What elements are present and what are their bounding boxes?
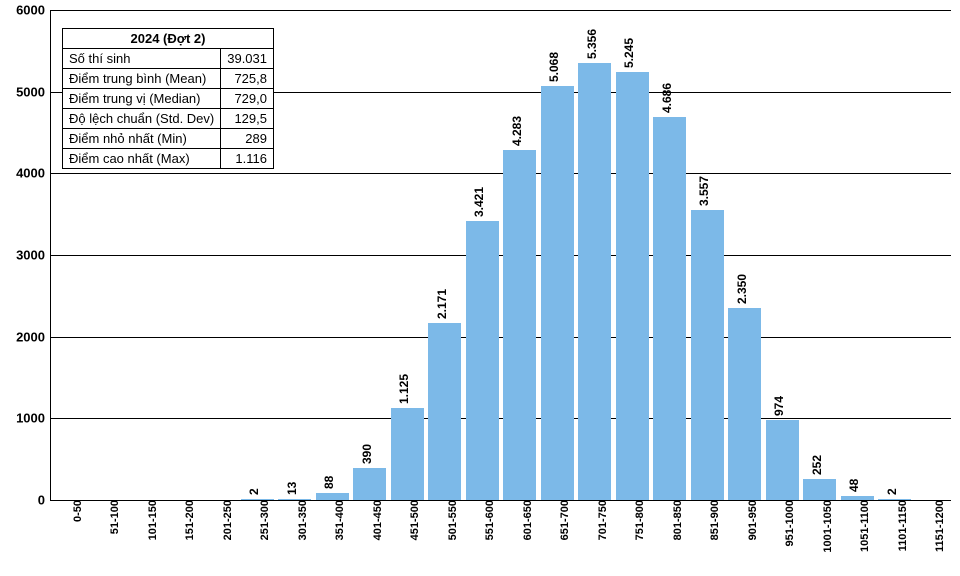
x-tick-label: 401-450 [366,500,384,540]
bar-value-label: 88 [322,475,336,488]
x-tick-label: 651-700 [553,500,571,540]
grid-line [51,418,951,419]
stats-label: Điểm cao nhất (Max) [63,149,221,169]
y-tick-label: 2000 [16,329,51,344]
y-tick-label: 0 [38,493,51,508]
stats-value: 1.116 [221,149,274,169]
x-tick-label: 1101-1150 [891,500,909,551]
stats-label: Điểm nhỏ nhất (Min) [63,129,221,149]
x-tick-label: 251-300 [253,500,271,540]
stats-value: 725,8 [221,69,274,89]
bar-value-label: 2 [885,488,899,495]
bar-value-label: 252 [810,455,824,475]
stats-row: Số thí sinh39.031 [63,49,274,69]
stats-label: Số thí sinh [63,49,221,69]
bar-value-label: 2 [247,488,261,495]
y-tick-label: 3000 [16,248,51,263]
stats-row: Điểm trung vị (Median)729,0 [63,89,274,109]
stats-row: Độ lệch chuẩn (Std. Dev)129,5 [63,109,274,129]
stats-row: Điểm cao nhất (Max)1.116 [63,149,274,169]
x-tick-label: 1051-1100 [853,500,871,552]
x-tick-label: 351-400 [328,500,346,540]
grid-line [51,173,951,174]
stats-value: 129,5 [221,109,274,129]
bar-value-label: 2.171 [435,289,449,319]
grid-line [51,255,951,256]
bar: 974 [766,420,799,500]
bar-value-label: 1.125 [397,374,411,404]
x-tick-label: 951-1000 [778,500,796,547]
bar-value-label: 4.686 [660,83,674,113]
bar: 2.171 [428,323,461,500]
bar: 88 [316,493,349,500]
bar: 3.421 [466,221,499,500]
stats-row: Điểm nhỏ nhất (Min)289 [63,129,274,149]
bar-value-label: 5.356 [585,29,599,59]
bar: 3.557 [691,210,724,500]
x-tick-label: 0-50 [66,500,84,522]
bar: 5.356 [578,63,611,500]
x-tick-label: 601-650 [516,500,534,540]
x-tick-label: 101-150 [141,500,159,540]
stats-title: 2024 (Đợt 2) [63,29,274,49]
stats-label: Điểm trung bình (Mean) [63,69,221,89]
x-tick-label: 1151-1200 [928,500,946,552]
y-tick-label: 6000 [16,3,51,18]
stats-value: 289 [221,129,274,149]
bar-value-label: 974 [772,396,786,416]
x-tick-label: 801-850 [666,500,684,540]
x-tick-label: 51-100 [103,500,121,534]
stats-label: Điểm trung vị (Median) [63,89,221,109]
bar-value-label: 2.350 [735,274,749,304]
x-tick-label: 851-900 [703,500,721,540]
grid-line [51,10,951,11]
x-tick-label: 1001-1050 [816,500,834,553]
bar: 2.350 [728,308,761,500]
bar: 4.283 [503,150,536,500]
bar-value-label: 3.421 [472,187,486,217]
stats-value: 729,0 [221,89,274,109]
bar: 5.245 [616,72,649,500]
x-tick-label: 701-750 [591,500,609,540]
stats-box: 2024 (Đợt 2)Số thí sinh39.031Điểm trung … [62,28,274,169]
grid-line [51,337,951,338]
bar: 1.125 [391,408,424,500]
x-tick-label: 451-500 [403,500,421,540]
x-tick-label: 551-600 [478,500,496,540]
bar: 4.686 [653,117,686,500]
bar: 390 [353,468,386,500]
x-tick-label: 301-350 [291,500,309,540]
bar: 252 [803,479,836,500]
bar-value-label: 48 [847,479,861,492]
bar: 5.068 [541,86,574,500]
x-tick-label: 151-200 [178,500,196,540]
y-tick-label: 5000 [16,84,51,99]
stats-label: Độ lệch chuẩn (Std. Dev) [63,109,221,129]
stats-value: 39.031 [221,49,274,69]
x-tick-label: 901-950 [741,500,759,540]
x-tick-label: 501-550 [441,500,459,540]
bar-value-label: 13 [285,482,299,495]
histogram-chart: 0 1000 2000 3000 4000 5000 6000 0-50 51-100 101-1… [0,0,960,576]
y-tick-label: 4000 [16,166,51,181]
y-tick-label: 1000 [16,411,51,426]
x-tick-label: 751-800 [628,500,646,540]
bar-value-label: 4.283 [510,116,524,146]
bar-value-label: 3.557 [697,175,711,205]
stats-row: Điểm trung bình (Mean)725,8 [63,69,274,89]
bar-value-label: 5.068 [547,52,561,82]
bar-value-label: 5.245 [622,38,636,68]
x-tick-label: 201-250 [216,500,234,540]
bar-value-label: 390 [360,444,374,464]
